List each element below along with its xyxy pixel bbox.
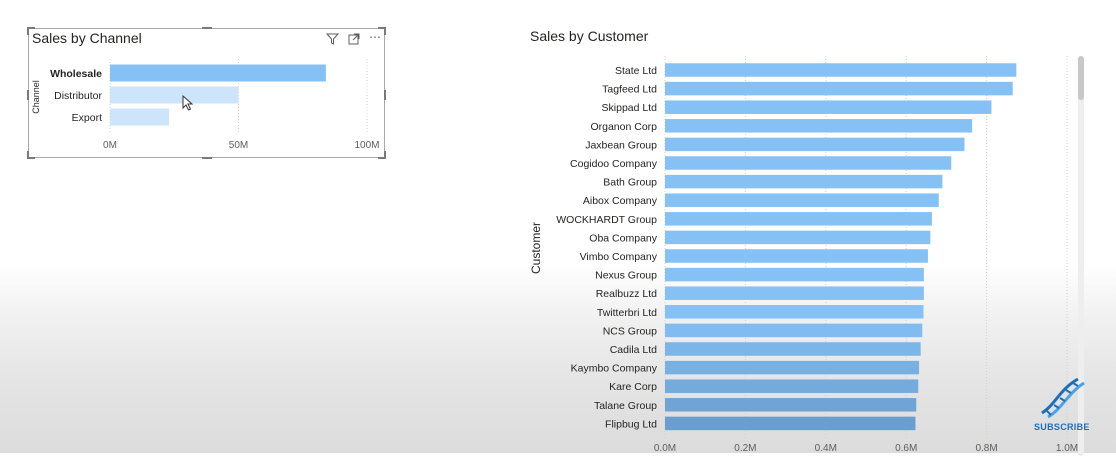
bar xyxy=(665,137,965,152)
bar xyxy=(665,249,928,263)
bar xyxy=(665,63,1017,77)
y-axis-label: Customer xyxy=(529,222,543,274)
resize-handle[interactable] xyxy=(27,27,35,29)
bar xyxy=(110,86,239,104)
x-tick-label: 1.0M xyxy=(1056,443,1078,453)
sales-by-channel-visual[interactable]: Sales by Channel ⋯ 0M 50M 100M Channel Whole… xyxy=(27,27,386,159)
x-tick-label: 0.2M xyxy=(734,443,756,453)
resize-handle[interactable] xyxy=(27,90,29,100)
category-label: Cadila Ltd xyxy=(610,344,657,356)
bar xyxy=(665,305,924,319)
bar xyxy=(665,379,919,393)
channel-bar-chart: 0M 50M 100M Channel Wholesale Distributor Expo… xyxy=(31,59,380,151)
bar xyxy=(665,100,992,114)
resize-handle[interactable] xyxy=(202,27,212,29)
resize-handle[interactable] xyxy=(378,27,386,29)
resize-handle[interactable] xyxy=(384,151,386,159)
category-label: Jaxbean Group xyxy=(585,139,657,151)
category-label: Bath Group xyxy=(603,177,657,189)
category-label: Talane Group xyxy=(594,400,657,412)
filter-icon[interactable] xyxy=(325,33,340,47)
bar xyxy=(665,119,973,133)
bar xyxy=(665,212,932,226)
category-label: Cogidoo Company xyxy=(570,158,658,170)
x-tick-label: 0.4M xyxy=(815,443,837,453)
category-label: Skippad Ltd xyxy=(602,102,658,114)
customer-bar-chart: 0.0M 0.2M 0.4M 0.6M 0.8M 1.0M Customer State Lt… xyxy=(529,56,1078,453)
chart-title: Sales by Channel xyxy=(32,30,142,46)
scrollbar-thumb[interactable] xyxy=(1078,56,1084,100)
category-label: Flipbug Ltd xyxy=(605,418,657,430)
category-label: Wholesale xyxy=(50,68,102,80)
category-label: Vimbo Company xyxy=(580,251,658,263)
bar xyxy=(665,398,917,412)
category-label: State Ltd xyxy=(615,65,657,77)
more-options-icon[interactable]: ⋯ xyxy=(369,30,382,44)
bar xyxy=(665,174,943,189)
sales-by-customer-visual[interactable]: Sales by Customer 0.0M 0.2M 0.4M 0.6M 0.8M 1.… xyxy=(520,20,1100,456)
subscribe-label: SUBSCRIBE xyxy=(1034,422,1090,432)
focus-mode-icon[interactable] xyxy=(348,33,360,47)
category-label: Realbuzz Ltd xyxy=(596,288,657,300)
subscribe-logo[interactable]: SUBSCRIBE xyxy=(1030,375,1100,435)
x-tick-label: 0.8M xyxy=(975,443,997,453)
dna-icon xyxy=(1041,377,1085,419)
resize-handle[interactable] xyxy=(384,27,386,35)
bar xyxy=(110,108,170,126)
bar xyxy=(110,64,326,82)
bar xyxy=(665,286,924,300)
category-label: Oba Company xyxy=(589,232,657,244)
bar xyxy=(665,193,939,207)
category-label: WOCKHARDT Group xyxy=(556,214,657,226)
resize-handle[interactable] xyxy=(202,157,212,159)
category-label: Nexus Group xyxy=(595,270,657,282)
bar xyxy=(665,267,924,282)
bar xyxy=(665,416,916,431)
bar xyxy=(665,342,921,356)
category-label: NCS Group xyxy=(603,325,657,337)
mouse-cursor-icon xyxy=(182,95,194,111)
x-tick-label: 50M xyxy=(229,140,248,151)
bar xyxy=(665,156,952,170)
resize-handle[interactable] xyxy=(378,157,386,159)
resize-handle[interactable] xyxy=(27,27,29,35)
x-tick-label: 0.6M xyxy=(895,443,917,453)
category-label: Twitterbri Ltd xyxy=(597,307,657,319)
bar xyxy=(665,323,923,338)
category-label: Distributor xyxy=(54,90,102,102)
x-tick-label: 0M xyxy=(103,140,117,151)
bar xyxy=(665,360,920,375)
resize-handle[interactable] xyxy=(27,151,29,159)
category-label: Export xyxy=(72,112,102,124)
category-label: Organon Corp xyxy=(590,121,657,133)
x-tick-label: 100M xyxy=(354,140,379,151)
resize-handle[interactable] xyxy=(27,157,35,159)
category-label: Aibox Company xyxy=(583,195,658,207)
scrollbar-track[interactable] xyxy=(1078,56,1084,456)
resize-handle[interactable] xyxy=(384,90,386,100)
bar xyxy=(665,230,931,245)
category-label: Kaymbo Company xyxy=(571,363,658,375)
bar xyxy=(665,81,1013,96)
category-label: Kare Corp xyxy=(609,381,657,393)
y-axis-label: Channel xyxy=(31,80,41,114)
x-tick-label: 0.0M xyxy=(654,443,676,453)
chart-title: Sales by Customer xyxy=(530,28,649,44)
category-label: Tagfeed Ltd xyxy=(602,84,657,96)
